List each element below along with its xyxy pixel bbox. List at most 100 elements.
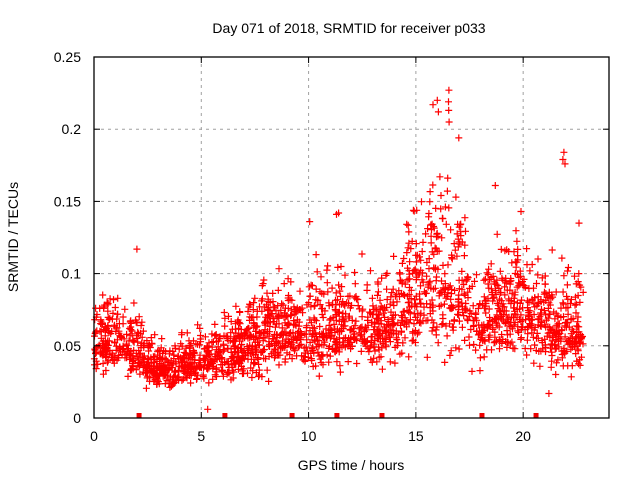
data-point — [248, 374, 256, 381]
data-point — [217, 361, 225, 369]
data-point — [410, 320, 418, 328]
data-point — [437, 301, 445, 309]
data-point — [104, 358, 111, 366]
data-point — [211, 320, 219, 328]
data-point — [412, 300, 419, 308]
data-point — [225, 312, 232, 320]
data-point — [470, 341, 478, 348]
data-point — [97, 328, 105, 336]
data-point — [396, 269, 404, 277]
data-point — [189, 349, 197, 357]
data-point — [480, 304, 488, 312]
data-point — [473, 271, 480, 279]
data-point — [246, 300, 253, 308]
data-point — [157, 344, 165, 352]
data-point — [534, 255, 542, 263]
data-point — [91, 316, 99, 324]
data-point — [216, 355, 224, 363]
data-point — [260, 346, 267, 354]
data-point — [544, 314, 552, 322]
data-point — [545, 288, 553, 296]
data-point — [256, 303, 263, 311]
data-point — [494, 281, 502, 289]
data-point — [312, 251, 320, 259]
data-point — [564, 264, 572, 271]
data-point — [526, 267, 534, 275]
data-point — [98, 350, 106, 358]
data-point — [306, 218, 314, 226]
data-point — [126, 318, 134, 326]
data-point — [262, 313, 270, 321]
data-point — [331, 325, 339, 333]
data-point — [427, 239, 435, 247]
data-point — [358, 250, 366, 258]
data-point — [316, 301, 324, 309]
data-point — [400, 255, 408, 262]
data-point — [571, 272, 578, 280]
data-point — [400, 307, 408, 315]
data-point — [513, 237, 521, 245]
y-tick-labels: 0 0.05 0.1 0.15 0.2 0.25 — [54, 49, 81, 426]
data-point — [116, 343, 124, 351]
data-point — [558, 254, 566, 262]
data-point — [345, 338, 353, 346]
data-point — [503, 343, 511, 351]
data-point — [130, 338, 138, 346]
data-point — [576, 356, 584, 364]
data-point — [109, 355, 117, 363]
data-point — [291, 333, 299, 341]
data-point — [430, 223, 438, 230]
data-point — [541, 280, 549, 288]
data-point — [425, 279, 433, 287]
data-point — [353, 360, 361, 367]
data-point — [559, 288, 567, 296]
data-point — [477, 335, 485, 343]
data-point — [169, 378, 177, 386]
data-point — [469, 302, 477, 310]
data-point — [301, 356, 309, 364]
data-point — [463, 315, 471, 323]
data-point — [507, 275, 515, 282]
data-point — [381, 335, 389, 343]
data-point — [430, 319, 438, 327]
data-point — [371, 347, 379, 355]
data-point — [129, 365, 137, 373]
data-point — [560, 272, 568, 280]
data-point — [437, 192, 445, 199]
data-point — [211, 332, 219, 340]
data-point — [365, 348, 373, 356]
data-point — [542, 297, 550, 304]
data-point — [455, 134, 463, 142]
data-point — [439, 215, 447, 223]
data-point — [104, 301, 112, 309]
data-point — [138, 339, 146, 347]
data-point — [472, 346, 480, 354]
data-point — [534, 271, 542, 279]
x-tick-label: 20 — [515, 428, 531, 444]
data-point — [484, 280, 492, 288]
data-point — [204, 349, 212, 357]
data-point — [548, 348, 556, 356]
data-point — [315, 372, 323, 380]
data-point — [397, 277, 405, 285]
data-point — [149, 373, 157, 381]
data-point — [496, 336, 503, 344]
data-point — [560, 148, 568, 156]
data-point — [191, 370, 199, 378]
data-point — [194, 340, 202, 348]
data-point — [411, 296, 419, 304]
data-point — [105, 337, 113, 345]
data-point — [455, 345, 463, 353]
data-point — [295, 306, 303, 313]
data-point — [91, 330, 99, 337]
data-point — [382, 343, 390, 351]
data-point — [293, 352, 301, 360]
data-point — [557, 304, 565, 312]
data-point — [97, 334, 105, 342]
data-point — [278, 324, 286, 332]
data-point — [243, 326, 251, 334]
data-point — [476, 367, 484, 375]
data-point — [255, 360, 263, 368]
data-point — [219, 347, 227, 355]
data-point — [484, 321, 492, 329]
